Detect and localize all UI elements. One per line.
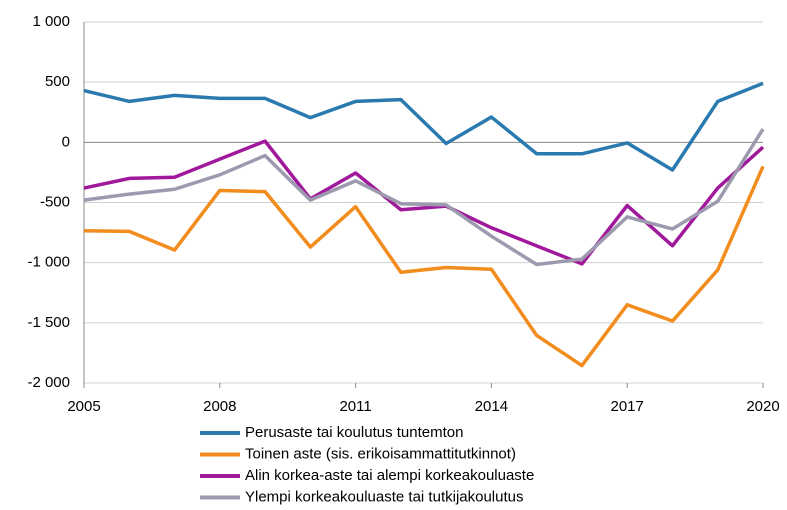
- y-tick-label: 0: [62, 133, 70, 150]
- x-tick-label: 2008: [203, 398, 236, 415]
- series-line: [83, 128, 765, 267]
- x-tick-label: 2011: [339, 398, 371, 415]
- legend-label: Alin korkea-aste tai alempi korkeakoulua…: [245, 467, 534, 484]
- series-line: [83, 165, 765, 368]
- y-tick-label: -1 000: [27, 254, 70, 271]
- y-tick-label: 1 000: [32, 13, 70, 30]
- legend-label: Toinen aste (sis. erikoisammattitutkinno…: [245, 445, 516, 462]
- y-tick-label: 500: [45, 73, 70, 90]
- x-tick-label: 2020: [746, 398, 779, 415]
- y-tick-label: -2 000: [27, 374, 70, 391]
- x-tick-label: 2014: [475, 398, 508, 415]
- y-tick-label: -1 500: [27, 314, 70, 331]
- legend-label: Ylempi korkeakouluaste tai tutkijakoulut…: [245, 488, 523, 505]
- series-line: [83, 139, 765, 266]
- series-line: [83, 81, 764, 172]
- legend-label: Perusaste tai koulutus tuntemton: [245, 424, 463, 441]
- y-tick-label: -500: [40, 193, 70, 210]
- x-tick-label: 2017: [611, 398, 644, 415]
- x-tick-label: 2005: [67, 398, 100, 415]
